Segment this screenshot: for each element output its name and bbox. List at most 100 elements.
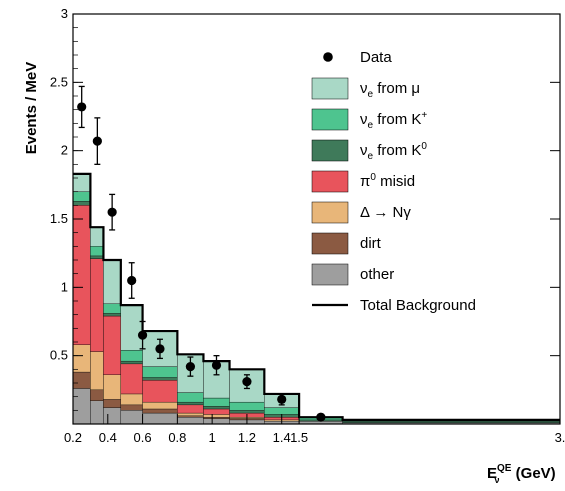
- bar-segment: [203, 416, 230, 419]
- bar-segment: [72, 191, 91, 202]
- legend-marker: [323, 52, 333, 62]
- bar-segment: [142, 412, 178, 425]
- x-tick-label: 0.6: [134, 430, 152, 445]
- bar-segment: [177, 404, 204, 414]
- data-point: [137, 330, 148, 340]
- x-tick-label: 1.2: [238, 430, 256, 445]
- legend-swatch: [311, 170, 349, 193]
- bar-segment: [90, 400, 104, 425]
- x-tick-label: 1.4: [273, 430, 291, 445]
- data-point: [242, 377, 252, 387]
- legend-label: dirt: [360, 235, 382, 252]
- bar-segment: [72, 201, 91, 206]
- y-tick-label: 1: [61, 279, 68, 294]
- bar-segment: [229, 410, 265, 414]
- y-tick-label: 1.5: [50, 211, 68, 226]
- x-tick-label: 3.: [555, 430, 565, 445]
- bar-segment: [177, 412, 204, 416]
- legend-label: other: [360, 266, 394, 283]
- bar-segment: [177, 401, 204, 406]
- bar-segment: [120, 304, 143, 351]
- bar-segment: [90, 351, 104, 391]
- bar-segment: [120, 393, 143, 406]
- axis-ticks: 0.511.522.530.2 0.4 0.6 0.8 1 1.2 1.4 1.5 3.: [50, 6, 565, 445]
- bar-segment: [120, 410, 143, 425]
- bar-segment: [142, 401, 178, 410]
- bar-segment: [203, 418, 230, 425]
- bar-segment: [90, 258, 104, 352]
- bar-segment: [229, 401, 265, 411]
- x-tick-label: 1.5: [290, 430, 308, 445]
- bar-segment: [72, 388, 91, 425]
- legend-swatch: [311, 232, 349, 255]
- bar-segment: [103, 374, 122, 400]
- bar-segment: [72, 344, 91, 373]
- legend: Data νe from μ νe from K+ νe from K0 π0 misi…: [311, 49, 476, 314]
- legend-label: Δ → Nγ: [360, 204, 411, 221]
- data-point: [211, 360, 222, 370]
- bar-segment: [120, 360, 143, 365]
- data-point: [127, 275, 137, 286]
- legend-swatch: [311, 139, 349, 162]
- bar-segment: [72, 205, 91, 345]
- data-point: [107, 207, 117, 217]
- y-axis-title: Events / MeV: [23, 62, 40, 155]
- legend-label: νe from K+: [360, 110, 427, 131]
- bar-segment: [90, 255, 104, 259]
- bar-segment: [90, 389, 104, 401]
- bar-segment: [177, 392, 204, 403]
- x-tick-label: 0.2: [64, 430, 82, 445]
- legend-swatch: [311, 263, 349, 286]
- y-tick-label: 2.5: [50, 74, 68, 89]
- bar-segment: [103, 399, 122, 408]
- y-tick-label: 3: [61, 6, 68, 21]
- bar-segment: [90, 227, 104, 247]
- bar-segment: [203, 406, 230, 410]
- data-point: [77, 102, 87, 112]
- data-point: [316, 412, 326, 422]
- bar-segment: [72, 173, 91, 192]
- bar-segment: [120, 363, 143, 395]
- bar-segment: [72, 371, 91, 389]
- data-points: [77, 85, 326, 422]
- data-point: [155, 344, 165, 354]
- bar-segment: [177, 415, 204, 418]
- y-tick-label: 2: [61, 143, 68, 158]
- x-tick-label: 1: [209, 430, 216, 445]
- legend-swatch: [311, 201, 349, 224]
- legend-label: Data: [360, 49, 392, 66]
- bar-segment: [177, 416, 204, 425]
- data-point: [185, 362, 196, 372]
- x-tick-label: 0.8: [168, 430, 186, 445]
- bar-segment: [120, 350, 143, 362]
- y-tick-label: 0.5: [50, 348, 68, 363]
- bar-segment: [90, 246, 104, 257]
- legend-swatch: [311, 77, 349, 100]
- bar-segment: [142, 377, 178, 381]
- data-point: [277, 394, 287, 404]
- bar-segment: [103, 259, 122, 304]
- bar-segment: [142, 366, 178, 378]
- bar-segment: [264, 407, 300, 415]
- bar-segment: [142, 380, 178, 403]
- bar-segment: [103, 303, 122, 314]
- bar-segment: [120, 404, 143, 411]
- bar-segment: [203, 397, 230, 407]
- x-tick-label: 0.4: [99, 430, 117, 445]
- bar-segment: [103, 315, 122, 375]
- total-background-line: [73, 172, 560, 421]
- bar-segment: [203, 408, 230, 415]
- legend-label: Total Background: [360, 297, 476, 314]
- bar-segment: [103, 407, 122, 425]
- legend-label: νe from μ: [360, 80, 420, 100]
- legend-label: π0 misid: [360, 172, 415, 190]
- bar-segment: [342, 421, 561, 423]
- total-background-step: [73, 172, 560, 421]
- legend-label: νe from K0: [360, 141, 427, 162]
- bar-segment: [203, 414, 230, 418]
- data-point: [92, 136, 102, 146]
- bar-segment: [142, 408, 178, 414]
- legend-swatch: [311, 108, 349, 131]
- bar-segment: [103, 313, 122, 317]
